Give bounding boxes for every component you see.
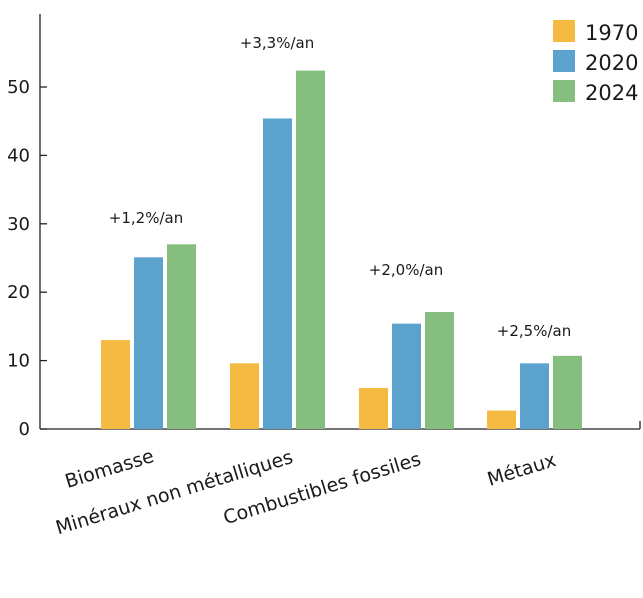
y-tick-label: 30 bbox=[7, 214, 30, 235]
legend-swatch-1970 bbox=[553, 20, 575, 42]
bar-1970-4 bbox=[487, 410, 516, 429]
y-tick-label: 20 bbox=[7, 282, 30, 303]
category-label: Métaux bbox=[485, 449, 559, 491]
legend-swatch-2020 bbox=[553, 50, 575, 72]
y-tick-label: 40 bbox=[7, 145, 30, 166]
legend-swatch-2024 bbox=[553, 80, 575, 102]
y-tick-label: 10 bbox=[7, 351, 30, 372]
bar-2020-2 bbox=[263, 118, 292, 430]
growth-annotation: +2,0%/an bbox=[369, 261, 443, 279]
bar-1970-2 bbox=[230, 363, 259, 429]
bar-2024-1 bbox=[167, 244, 196, 429]
bar-2024-2 bbox=[296, 70, 325, 430]
growth-annotation: +3,3%/an bbox=[240, 34, 314, 52]
y-tick-label: 50 bbox=[7, 77, 30, 98]
bar-2020-3 bbox=[392, 323, 421, 429]
bar-2020-4 bbox=[520, 363, 549, 429]
growth-annotation: +1,2%/an bbox=[109, 209, 183, 227]
bar-1970-1 bbox=[101, 340, 130, 429]
category-label: Biomasse bbox=[63, 445, 157, 493]
y-tick-label: 0 bbox=[19, 419, 30, 440]
growth-annotation: +2,5%/an bbox=[497, 322, 571, 340]
legend-label-1970: 1970 bbox=[585, 21, 638, 45]
bar-2024-3 bbox=[425, 312, 454, 429]
legend-label-2020: 2020 bbox=[585, 51, 638, 75]
bar-2024-4 bbox=[553, 355, 582, 429]
bar-1970-3 bbox=[359, 387, 388, 429]
category-label: Minéraux non métalliques bbox=[53, 446, 295, 539]
legend-label-2024: 2024 bbox=[585, 81, 638, 105]
bar-2020-1 bbox=[134, 257, 163, 429]
